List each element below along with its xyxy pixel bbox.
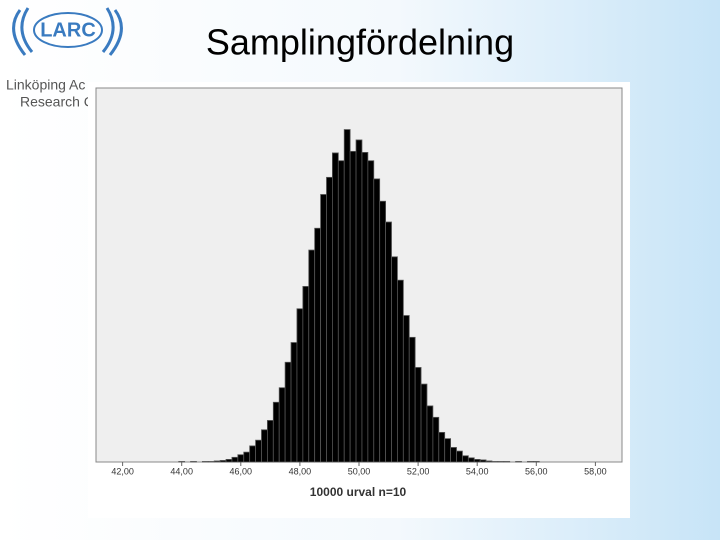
- bar: [237, 454, 245, 463]
- bar: [485, 460, 493, 463]
- bar: [385, 221, 392, 463]
- bar: [467, 457, 475, 463]
- bar: [420, 383, 428, 463]
- bar: [243, 451, 251, 463]
- bar: [532, 461, 540, 463]
- bar: [266, 420, 274, 463]
- bar: [314, 227, 321, 463]
- x-tick-label: 52,00: [407, 466, 430, 476]
- bar: [343, 129, 351, 463]
- bar: [201, 461, 209, 463]
- slide-title: Samplingfördelning: [206, 22, 514, 63]
- x-tick-label: 44,00: [170, 466, 193, 476]
- x-tick-label: 56,00: [525, 466, 548, 476]
- bar: [284, 361, 292, 463]
- bar: [178, 461, 186, 463]
- bar: [479, 459, 487, 463]
- bar: [450, 447, 457, 463]
- plot: 42,00 44,00 46,00 48,00 50,00 52,00 54,00 56,00…: [111, 129, 607, 476]
- bar: [225, 459, 233, 463]
- bar: [491, 461, 499, 463]
- bar: [426, 405, 434, 463]
- bar: [337, 160, 345, 463]
- bar: [397, 279, 404, 463]
- bar: [379, 200, 386, 463]
- bar: [355, 139, 363, 463]
- bar: [391, 256, 398, 463]
- bar: [290, 342, 298, 463]
- bar: [497, 461, 505, 463]
- bar: [278, 387, 286, 463]
- x-tick-label: 58,00: [584, 466, 607, 476]
- logo-wings: [12, 7, 123, 56]
- bar: [414, 367, 422, 463]
- x-tick-label: 50,00: [348, 466, 371, 476]
- bar: [361, 152, 369, 463]
- bar: [349, 150, 357, 463]
- logo-line: Research C: [20, 94, 94, 110]
- bar: [272, 401, 280, 463]
- bar: [332, 152, 339, 463]
- bar: [515, 461, 522, 463]
- x-tick-label: 42,00: [111, 466, 134, 476]
- bar: [462, 455, 469, 463]
- bar: [503, 461, 511, 463]
- x-tick-label: 48,00: [289, 466, 312, 476]
- bar: [432, 416, 440, 463]
- bar: [367, 160, 375, 463]
- logo-badge: [33, 12, 103, 48]
- bar: [456, 450, 463, 463]
- bar: [402, 315, 410, 463]
- bar: [438, 431, 446, 463]
- bar: [302, 286, 310, 463]
- x-tick-label: 54,00: [466, 466, 489, 476]
- bar: [444, 438, 452, 463]
- logo-line: Linköping Ac: [6, 77, 85, 93]
- bar: [408, 336, 416, 463]
- bar: [190, 461, 197, 463]
- bar: [255, 439, 262, 463]
- bar: [207, 461, 215, 463]
- bar: [231, 456, 239, 463]
- bar: [213, 460, 221, 463]
- bar: [261, 429, 268, 463]
- x-axis-label: 10000 urval n=10: [310, 485, 407, 499]
- logo-name: LARC: [40, 19, 96, 41]
- x-tick-label: 46,00: [230, 466, 253, 476]
- bar: [296, 308, 304, 463]
- bar: [527, 461, 534, 463]
- bar: [249, 445, 256, 463]
- bar: [473, 459, 481, 463]
- bar: [219, 460, 227, 463]
- bar: [326, 176, 333, 463]
- bar: [320, 194, 327, 463]
- bar: [308, 249, 316, 463]
- bar: [373, 178, 381, 463]
